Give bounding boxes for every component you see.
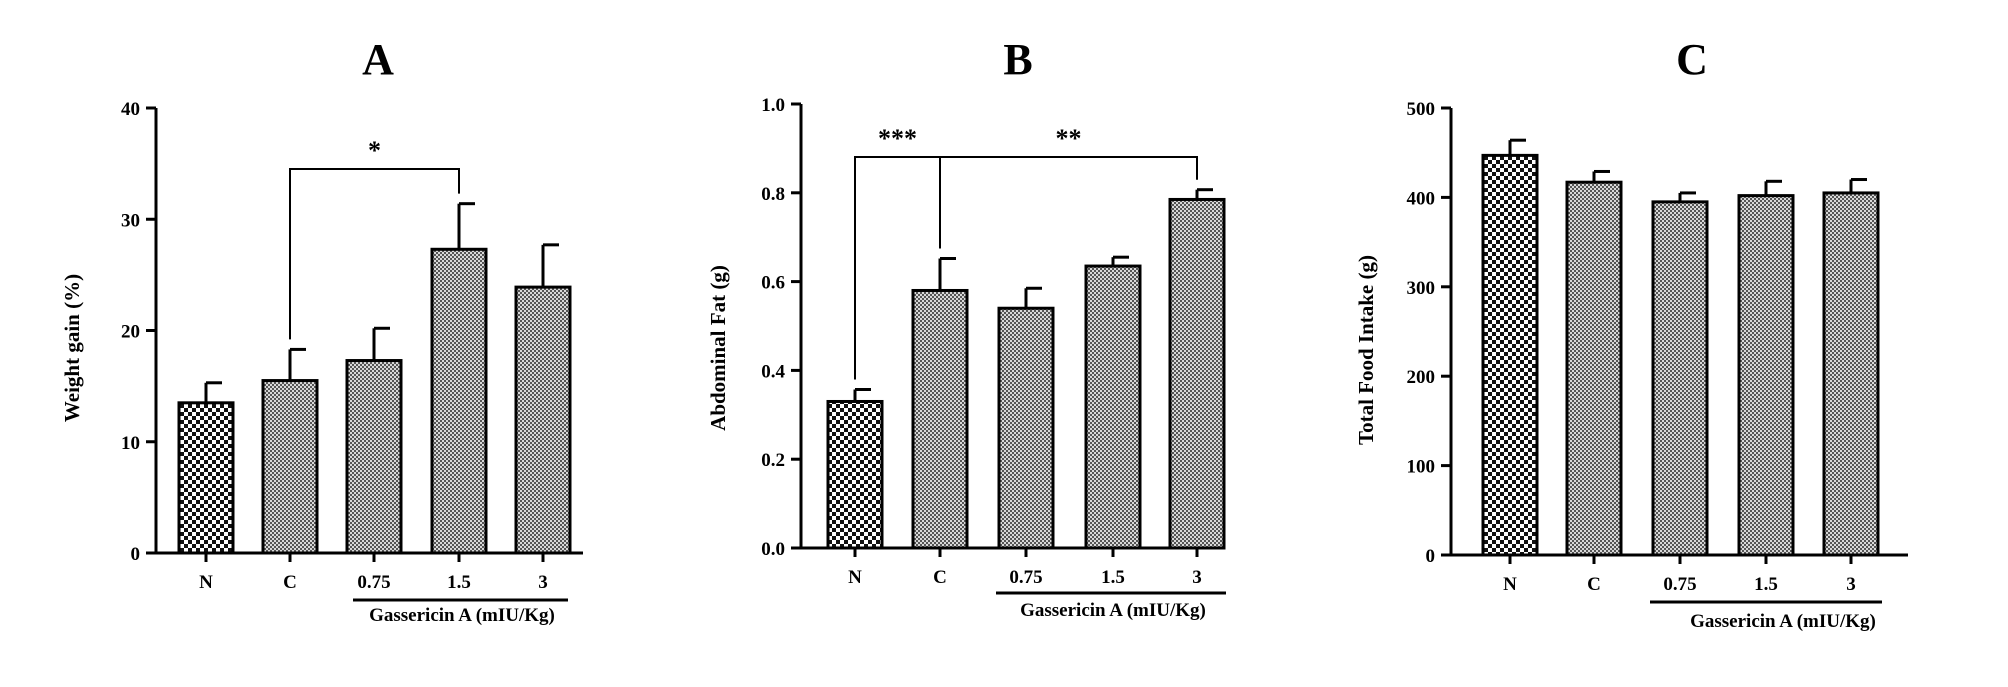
panel-c-y-tick-label: 200 [1407,367,1436,388]
panel-c-y-tick-label: 100 [1407,457,1436,478]
panel-c-bar [1565,180,1623,557]
panel-b-bar [911,288,969,550]
panel-b-x-tick-label: N [848,567,862,588]
panel-a-y-tick-label: 20 [121,322,140,343]
panel-c-y-tick-label: 0 [1426,546,1436,567]
panel-a-significance-bracket [289,168,460,340]
panel-a-y-tick-label: 0 [131,544,141,565]
panel-b: B 0.00.20.40.60.81.0N C 0.75 1.5 3*** ** Abdo… [706,35,1226,621]
panel-a-significance-label: * [368,136,381,165]
panel-a-y-tick-label: 40 [121,99,140,120]
panel-c-x-tick-label: 0.75 [1663,574,1696,595]
panel-a-bar [261,379,319,555]
panel-c-bar [1737,194,1795,557]
panel-b-x-tick-label: 1.5 [1101,567,1125,588]
panel-c-bar [1651,200,1709,557]
panel-b-y-tick-label: 0.6 [761,273,785,294]
panel-b-bar [826,399,884,550]
panel-a-group-label: Gassericin A (mIU/Kg) [369,605,555,626]
panel-b-significance-label: ** [1056,124,1082,153]
panel-a-x-tick-label: C [283,572,297,593]
panel-a-y-axis-title: Weight gain (%) [60,274,84,422]
panel-a-x-tick-label: 3 [538,572,548,593]
panel-c-x-tick-label: 1.5 [1754,574,1778,595]
panel-c-bar [1481,153,1539,557]
panel-b-x-tick-label: C [933,567,947,588]
panel-c-x-tick-label: N [1503,574,1517,595]
panel-b-significance-bracket [939,156,1198,249]
panel-a-x-tick-label: 1.5 [447,572,471,593]
panel-b-y-tick-label: 0.8 [761,184,785,205]
panel-c-y-tick-label: 400 [1407,188,1436,209]
panel-b-y-tick-label: 0.4 [761,361,785,382]
panel-c-y-tick-label: 300 [1407,278,1436,299]
panel-a-bar [430,247,488,555]
panel-b-bar [1084,264,1142,550]
panel-a-bar [177,401,235,555]
panel-a-x-tick-label: N [199,572,213,593]
panel-c-y-tick-label: 500 [1407,99,1436,120]
panel-c-letter: C [1676,35,1708,84]
panel-a-x-tick-label: 0.75 [357,572,390,593]
panel-b-group-label: Gassericin A (mIU/Kg) [1020,600,1206,621]
panel-c-axes: 0 100 200 300 400 500 N C 0.75 1.5 3 [1407,99,1908,604]
panel-a: A 0 10 20 30 40 N C 0.75 1.5 3 * Weight gain (%) G… [60,35,583,626]
panel-b-y-tick-label: 0.2 [761,450,785,471]
panel-c-x-tick-label: 3 [1846,574,1856,595]
panel-b-significance-label: *** [878,124,917,153]
panel-a-axes: 0 10 20 30 40 N C 0.75 1.5 3 * [121,99,583,602]
panel-a-letter: A [362,35,394,84]
panel-b-letter: B [1003,35,1032,84]
panel-b-bar [1168,197,1226,550]
panel-a-y-tick-label: 10 [121,433,140,454]
panel-b-bar [997,306,1055,550]
panel-c-x-tick-label: C [1587,574,1601,595]
panel-a-bar [345,359,403,555]
panel-c: C 0 100 200 300 400 500 N C 0.75 1.5 3 Total Food … [1354,35,1908,632]
panel-b-y-tick-label: 1.0 [761,95,785,116]
panel-a-y-tick-label: 30 [121,210,140,231]
panel-b-axes: 0.00.20.40.60.81.0N C 0.75 1.5 3*** ** [761,95,1226,595]
panel-a-bar [514,285,572,555]
panel-b-y-tick-label: 0.0 [761,539,785,560]
panel-c-y-axis-title: Total Food Intake (g) [1354,255,1378,445]
panel-b-x-tick-label: 0.75 [1009,567,1042,588]
panel-c-bar [1822,191,1880,557]
panel-b-x-tick-label: 3 [1192,567,1202,588]
panel-b-y-axis-title: Abdominal Fat (g) [706,265,730,431]
panel-c-group-label: Gassericin A (mIU/Kg) [1690,611,1876,632]
